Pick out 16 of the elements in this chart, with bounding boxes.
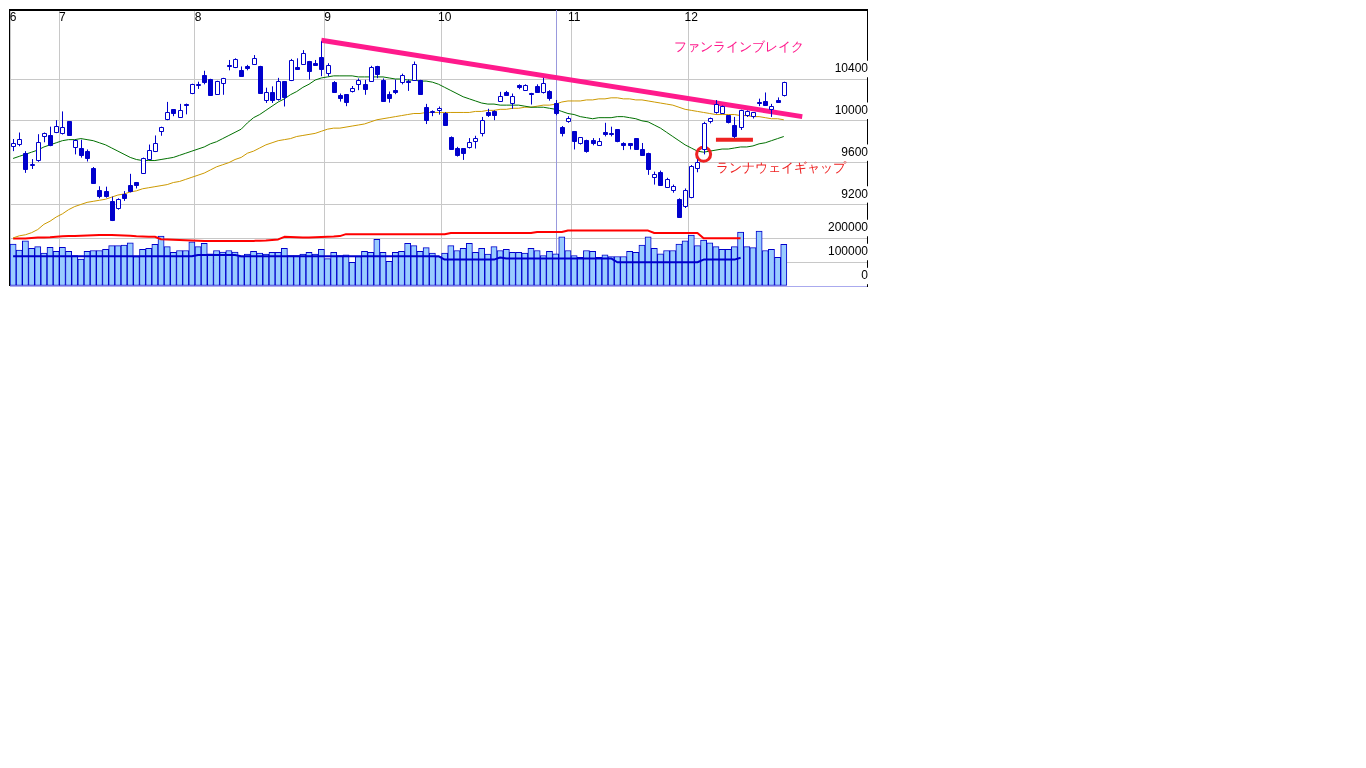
y2-tick-label: 100000 [827,244,869,259]
x-tick-label: 12 [684,9,699,24]
y2-tick-label: 0 [861,268,869,283]
annotation: ランナウェイギャップ [716,159,848,175]
y-tick-label: 9600 [841,144,869,159]
x-tick-label: 9 [324,9,332,24]
y-tick-label: 10400 [834,61,869,76]
annotation: ファンラインブレイク [674,39,805,55]
x-tick-label: 10 [437,9,452,24]
x-tick-label: 8 [194,9,202,24]
y-tick-label: 9200 [841,186,869,201]
x-tick-label: 6 [9,9,17,24]
x-tick-label: 11 [567,9,581,24]
x-tick-label: 7 [59,9,67,24]
y2-tick-label: 200000 [827,220,869,235]
y-tick-label: 10000 [834,103,869,118]
